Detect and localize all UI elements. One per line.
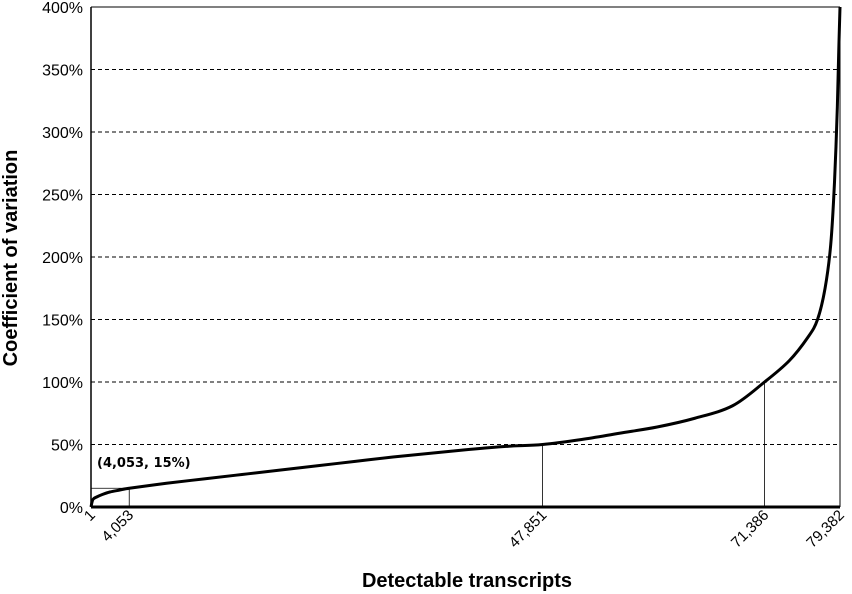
x-tick-label: 4,053 [98,507,137,546]
y-tick-label: 350% [42,63,83,80]
y-tick-label: 250% [42,188,83,205]
y-tick-labels: 0% 50% 100% 150% 200% 250% 300% 350% 400% [42,0,83,517]
x-axis-title: Detectable transcripts [362,570,572,592]
y-tick-label: 50% [51,438,83,455]
y-axis-title: Coefficient of variation [0,150,22,367]
y-tick-label: 100% [42,375,83,392]
x-tick-label: 71,386 [728,507,772,551]
y-tick-label: 300% [42,125,83,142]
series-line [89,6,842,508]
annotation-label: (4,053, 15%) [97,456,191,471]
y-tick-label: 0% [60,500,83,517]
x-tick-label: 79,382 [803,507,847,551]
gridlines [91,6,840,445]
x-tick-label: 1 [81,507,99,525]
series [89,6,842,508]
y-tick-label: 150% [42,313,83,330]
y-tick-label: 400% [42,0,83,17]
x-tick-label: 47,851 [506,507,550,551]
x-tick-labels: 1 4,053 47,851 71,386 79,382 [81,507,848,551]
marker-guides [91,382,765,507]
axes [90,6,841,509]
y-tick-label: 200% [42,250,83,267]
